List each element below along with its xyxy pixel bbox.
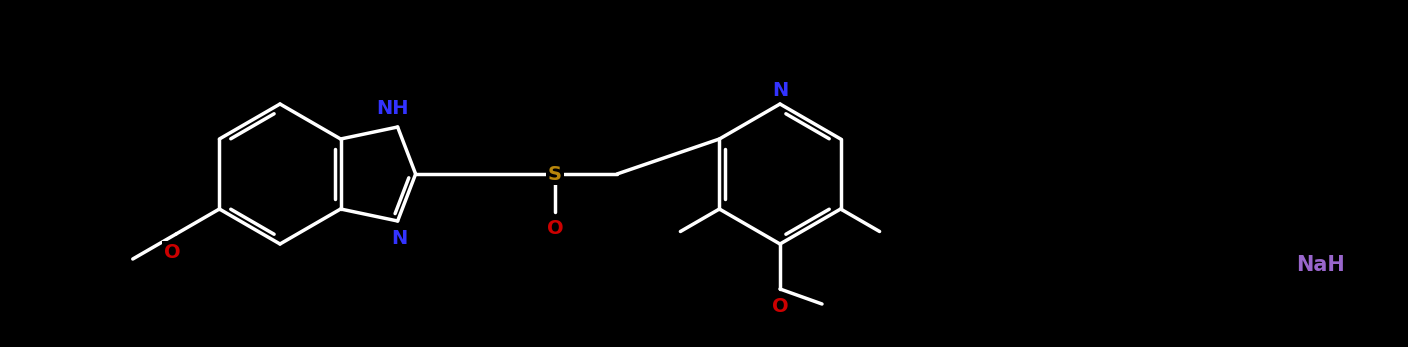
Text: S: S (548, 164, 562, 184)
Text: NH: NH (376, 100, 408, 118)
Text: NaH: NaH (1295, 255, 1345, 275)
Text: O: O (163, 243, 180, 262)
Text: N: N (391, 229, 408, 248)
Text: O: O (772, 296, 788, 315)
Text: O: O (546, 220, 563, 238)
Text: N: N (772, 81, 788, 100)
